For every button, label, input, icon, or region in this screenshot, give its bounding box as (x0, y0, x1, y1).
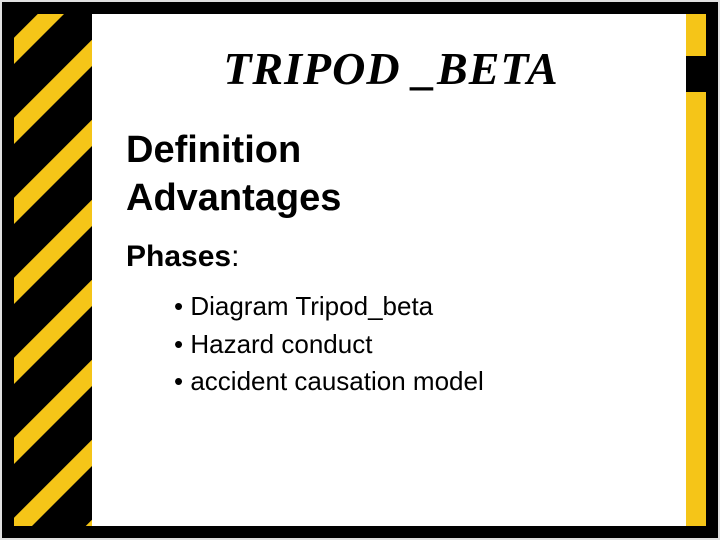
bullet-item: • Diagram Tripod_beta (174, 288, 656, 326)
bullet-text: Diagram Tripod_beta (190, 291, 433, 321)
bullet-item: • Hazard conduct (174, 326, 656, 364)
subheading-phases-colon: : (231, 240, 239, 273)
bullet-text: Hazard conduct (190, 329, 372, 359)
bullet-text: accident causation model (190, 366, 483, 396)
slide-frame: TRIPOD _BETA Definition Advantages Phase… (2, 2, 718, 538)
accent-bar-right (684, 14, 706, 526)
subheading-phases-label: Phases (126, 240, 231, 273)
subheading-phases: Phases: (126, 240, 656, 274)
bullet-item: • accident causation model (174, 363, 656, 401)
hazard-stripe-left (14, 14, 92, 526)
slide-title: TRIPOD _BETA (126, 42, 656, 95)
bullet-list: • Diagram Tripod_beta • Hazard conduct •… (174, 288, 656, 401)
slide-content-area: TRIPOD _BETA Definition Advantages Phase… (92, 14, 686, 526)
heading-advantages: Advantages (126, 175, 656, 223)
heading-definition: Definition (126, 127, 656, 175)
